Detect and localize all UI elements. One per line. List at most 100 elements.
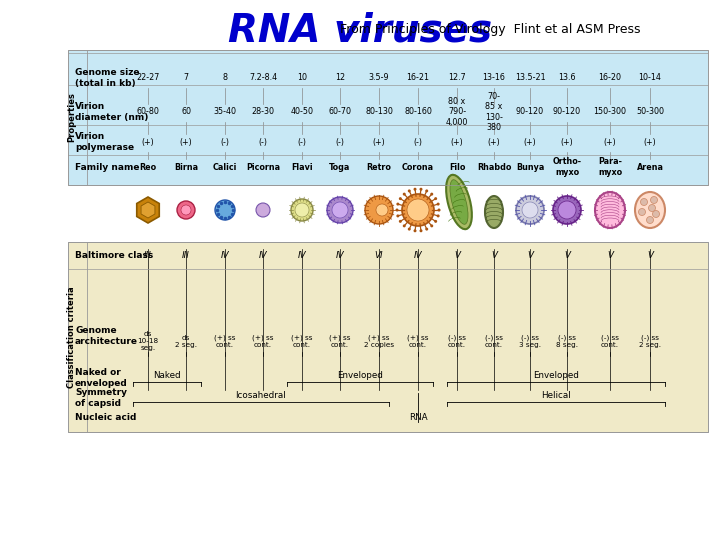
Text: (+) ss
cont.: (+) ss cont.: [252, 334, 274, 348]
Text: (-) ss
cont.: (-) ss cont.: [485, 334, 503, 348]
Circle shape: [639, 208, 646, 215]
Circle shape: [408, 227, 411, 231]
Circle shape: [413, 230, 416, 232]
Text: (+): (+): [451, 138, 464, 146]
Text: V: V: [607, 251, 613, 260]
Text: V: V: [527, 251, 533, 260]
Text: V: V: [491, 251, 497, 260]
Circle shape: [553, 196, 581, 224]
Text: III: III: [182, 251, 190, 260]
Circle shape: [402, 193, 406, 195]
Circle shape: [641, 199, 647, 206]
Text: 28-30: 28-30: [251, 107, 274, 117]
Ellipse shape: [485, 196, 503, 228]
Text: Para-
myxo: Para- myxo: [598, 157, 622, 177]
Text: 35-40: 35-40: [214, 107, 236, 117]
Text: 10: 10: [297, 73, 307, 83]
Circle shape: [376, 204, 388, 216]
Text: Reo: Reo: [140, 163, 156, 172]
Circle shape: [407, 199, 429, 221]
Text: 90-120: 90-120: [553, 107, 581, 117]
Text: Enveloped: Enveloped: [337, 370, 383, 380]
Text: IV: IV: [221, 251, 229, 260]
Circle shape: [516, 196, 544, 224]
Ellipse shape: [450, 180, 468, 224]
Text: (-): (-): [258, 138, 268, 146]
Text: Properties: Properties: [68, 92, 76, 143]
Circle shape: [396, 214, 400, 218]
Text: (+): (+): [561, 138, 573, 146]
Text: Genome size
(total in kb): Genome size (total in kb): [75, 68, 140, 87]
Text: Family name: Family name: [75, 163, 140, 172]
Text: 80-160: 80-160: [404, 107, 432, 117]
Text: V: V: [564, 251, 570, 260]
Text: (-) ss
cont.: (-) ss cont.: [448, 334, 466, 348]
FancyBboxPatch shape: [68, 242, 708, 432]
Text: IV: IV: [258, 251, 267, 260]
Text: Filo: Filo: [449, 163, 465, 172]
Circle shape: [177, 201, 195, 219]
Text: Enveloped: Enveloped: [533, 370, 579, 380]
Circle shape: [649, 205, 655, 212]
FancyBboxPatch shape: [68, 50, 708, 185]
Ellipse shape: [635, 192, 665, 228]
Text: 80 x
790-
4,000: 80 x 790- 4,000: [446, 97, 468, 127]
Text: Flavi: Flavi: [291, 163, 312, 172]
Text: 22-27: 22-27: [136, 73, 160, 83]
Text: (-) ss
3 seg.: (-) ss 3 seg.: [519, 334, 541, 348]
Circle shape: [420, 230, 423, 232]
Text: Calici: Calici: [213, 163, 237, 172]
Text: 60: 60: [181, 107, 191, 117]
Circle shape: [395, 208, 398, 212]
Circle shape: [438, 208, 441, 212]
Circle shape: [647, 217, 654, 224]
Text: 150-300: 150-300: [593, 107, 626, 117]
Circle shape: [295, 203, 309, 217]
Text: Ortho-
myxo: Ortho- myxo: [552, 157, 582, 177]
Circle shape: [215, 200, 235, 220]
Text: IV: IV: [336, 251, 344, 260]
Text: Toga: Toga: [329, 163, 351, 172]
Circle shape: [181, 205, 191, 215]
Circle shape: [431, 225, 433, 227]
Text: 16-21: 16-21: [407, 73, 430, 83]
Text: (+) ss
cont.: (+) ss cont.: [215, 334, 235, 348]
Text: V: V: [454, 251, 460, 260]
Text: Helical: Helical: [541, 390, 571, 400]
Text: Baltimore class: Baltimore class: [75, 251, 153, 260]
Text: Symmetry
of capsid: Symmetry of capsid: [75, 388, 127, 408]
Text: 12.7: 12.7: [448, 73, 466, 83]
Text: 13-16: 13-16: [482, 73, 505, 83]
Text: Naked or
enveloped: Naked or enveloped: [75, 368, 127, 388]
Text: (-): (-): [336, 138, 344, 146]
Text: VI: VI: [374, 251, 383, 260]
Text: (+): (+): [644, 138, 657, 146]
Circle shape: [402, 194, 434, 226]
Text: V: V: [647, 251, 653, 260]
Text: 70-
85 x
130-
380: 70- 85 x 130- 380: [485, 92, 503, 132]
Text: (+): (+): [179, 138, 192, 146]
Circle shape: [426, 190, 428, 192]
Text: Retro: Retro: [366, 163, 392, 172]
Text: (+): (+): [603, 138, 616, 146]
Text: Birna: Birna: [174, 163, 198, 172]
Text: (-) ss
cont.: (-) ss cont.: [601, 334, 619, 348]
Text: 8: 8: [222, 73, 228, 83]
Text: RNA viruses: RNA viruses: [228, 11, 492, 49]
Text: Virion
polymerase: Virion polymerase: [75, 132, 134, 152]
Text: (-): (-): [413, 138, 423, 146]
Text: (-): (-): [220, 138, 230, 146]
Circle shape: [426, 227, 428, 231]
Text: Virion
diameter (nm): Virion diameter (nm): [75, 102, 148, 122]
Text: 60-70: 60-70: [328, 107, 351, 117]
Circle shape: [420, 188, 423, 191]
Text: (-) ss
8 seg.: (-) ss 8 seg.: [556, 334, 578, 348]
Circle shape: [408, 190, 411, 192]
Text: IV: IV: [414, 251, 423, 260]
Text: III: III: [144, 251, 152, 260]
Text: (+) ss
cont.: (+) ss cont.: [292, 334, 312, 348]
Text: 80-130: 80-130: [365, 107, 393, 117]
Text: Nucleic acid: Nucleic acid: [75, 413, 136, 422]
Text: Genome
architecture: Genome architecture: [75, 326, 138, 346]
Circle shape: [434, 197, 437, 200]
